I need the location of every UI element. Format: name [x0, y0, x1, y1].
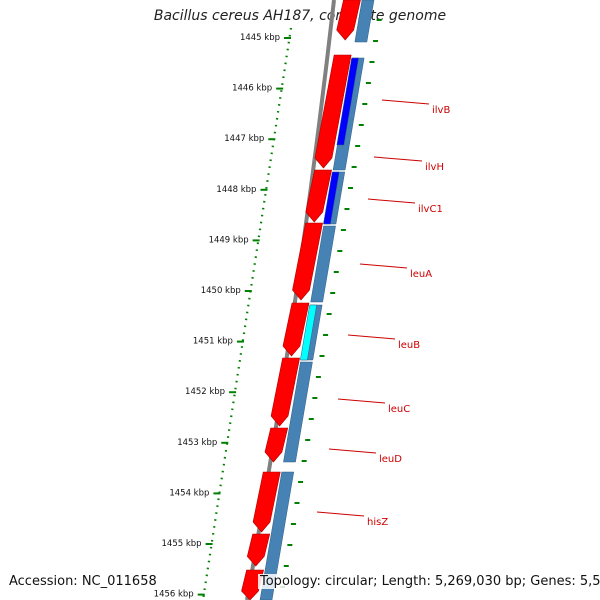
- gene-label-connector: [367, 198, 416, 204]
- ruler-tick-label: 1450 kbp: [201, 286, 241, 296]
- gene-label-leuA: leuA: [410, 269, 432, 280]
- ruler-tick-label: 1455 kbp: [162, 539, 202, 549]
- gene-label-leuC: leuC: [388, 404, 410, 415]
- accession-text: Accession: NC_011658: [9, 574, 157, 589]
- highlighted-cds: [323, 171, 340, 225]
- forward-cds-arrow: [336, 0, 361, 41]
- kbp-ruler: 1445 kbp 1446 kbp 1447 kbp 1448 kbp 1449 kbp…: [154, 27, 293, 600]
- forward-cds-arrow: [270, 357, 301, 427]
- forward-cds-arrow: [305, 169, 332, 223]
- ruler-tick-label: 1449 kbp: [209, 235, 249, 245]
- ruler-tick-label: 1454 kbp: [169, 488, 209, 498]
- ruler-tick-label: 1453 kbp: [177, 438, 217, 448]
- gene-label-connector: [328, 448, 377, 454]
- reverse-strand-track: [259, 0, 375, 600]
- ruler-tick-label: 1447 kbp: [224, 134, 264, 144]
- gene-label-connector: [381, 99, 430, 105]
- gene-label-ilvH: ilvH: [425, 162, 444, 173]
- gene-labels: ilvB ilvH ilvC1 leuA leuB leuC leuD hisZ: [316, 99, 450, 528]
- ruler-tick-label: 1446 kbp: [232, 84, 272, 94]
- gene-label-connector: [316, 511, 365, 517]
- highlighted-cds: [336, 57, 359, 146]
- forward-cds-arrow: [252, 471, 281, 533]
- forward-cds-arrow: [314, 54, 352, 169]
- forward-cds-arrow: [264, 427, 289, 463]
- forward-cds-arrow: [282, 302, 310, 357]
- highlighted-cds: [300, 304, 317, 361]
- gene-label-connector: [347, 334, 396, 340]
- gene-label-ilvB: ilvB: [432, 105, 450, 116]
- forward-cds-arrow: [292, 222, 323, 301]
- reverse-cds-block: [259, 471, 295, 600]
- genome-summary-text: Topology: circular; Length: 5,269,030 bp…: [258, 574, 600, 589]
- map-title: Bacillus cereus AH187, complete genome: [153, 8, 447, 24]
- gene-label-leuD: leuD: [379, 454, 402, 465]
- reverse-cds-block: [354, 0, 375, 43]
- ruler-tick-label: 1456 kbp: [154, 590, 194, 600]
- gene-label-connector: [373, 156, 423, 162]
- gene-label-connector: [337, 398, 386, 404]
- reverse-cds-block: [283, 361, 313, 463]
- gene-label-hisZ: hisZ: [367, 517, 388, 528]
- reverse-cds-block: [310, 225, 336, 303]
- gene-label-ilvC1: ilvC1: [418, 204, 443, 215]
- ruler-tick-label: 1448 kbp: [216, 185, 256, 195]
- ruler-tick-label: 1451 kbp: [193, 337, 233, 347]
- ruler-tick-label: 1445 kbp: [240, 33, 280, 43]
- gene-label-leuB: leuB: [398, 340, 420, 351]
- ruler-tick-label: 1452 kbp: [185, 387, 225, 397]
- forward-cds-arrow: [246, 533, 271, 567]
- gene-label-connector: [359, 263, 408, 269]
